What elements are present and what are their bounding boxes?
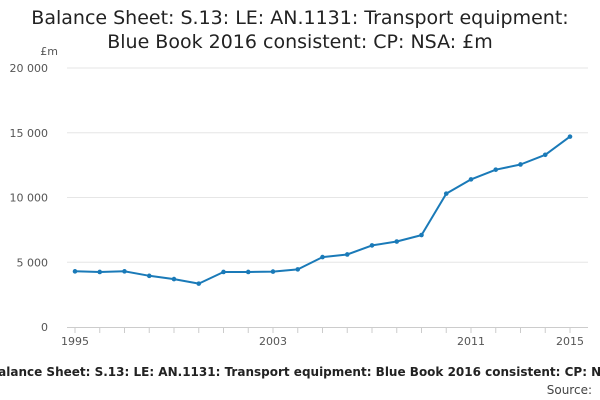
data-point — [344, 252, 350, 257]
data-point — [542, 152, 548, 158]
y-tick-label: 10 000 — [10, 192, 49, 205]
x-tick-label: 2011 — [457, 335, 485, 348]
data-point — [320, 254, 325, 260]
data-point — [468, 177, 474, 182]
y-tick-label: 15 000 — [10, 127, 49, 140]
y-axis-unit-label: £m — [40, 45, 58, 58]
data-point — [72, 269, 78, 274]
data-point — [122, 269, 127, 274]
chart-title-line-2: Blue Book 2016 consistent: CP: NSA: £m — [107, 31, 493, 53]
x-tick-label: 1995 — [61, 335, 89, 348]
data-point — [146, 273, 152, 279]
data-point — [369, 243, 375, 248]
data-point — [245, 269, 251, 275]
data-point — [270, 269, 276, 274]
data-point — [221, 269, 226, 275]
data-point — [196, 281, 202, 286]
data-point — [443, 191, 449, 196]
y-tick-label: 20 000 — [10, 62, 49, 75]
chart-title: Balance Sheet: S.13: LE: AN.1131: Transp… — [0, 6, 600, 54]
footer-source: Source: — [546, 383, 592, 397]
data-point — [394, 239, 400, 244]
data-point — [171, 276, 177, 282]
chart-title-line-1: Balance Sheet: S.13: LE: AN.1131: Transp… — [31, 7, 569, 29]
y-tick-label: 5 000 — [17, 256, 49, 269]
data-point — [97, 269, 103, 275]
x-tick-label: 2015 — [556, 335, 584, 348]
data-point — [567, 134, 573, 139]
y-tick-label: 0 — [41, 321, 48, 334]
x-tick-label: 2003 — [259, 335, 287, 348]
data-point — [419, 232, 424, 238]
data-point — [518, 162, 523, 167]
data-point — [295, 267, 301, 272]
data-point — [493, 167, 499, 172]
footer-title: Balance Sheet: S.13: LE: AN.1131: Transp… — [0, 365, 600, 379]
series-line — [74, 135, 571, 285]
